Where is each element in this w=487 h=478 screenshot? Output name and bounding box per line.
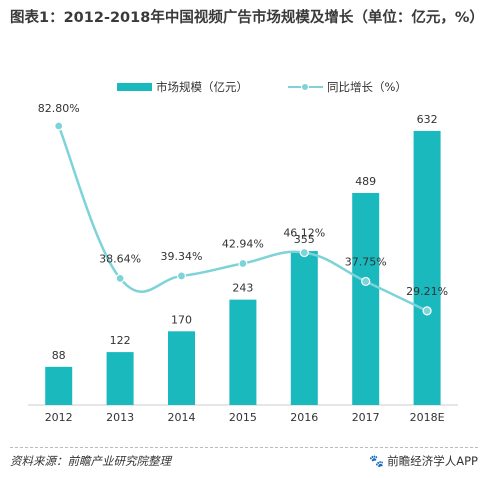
legend-line-swatch	[288, 81, 323, 93]
legend-item-bar: 市场规模（亿元）	[117, 79, 248, 95]
growth-value-label: 82.80%	[38, 102, 80, 115]
legend-item-line: 同比增长（%）	[288, 79, 407, 95]
chart-title: 图表1：2012-2018年中国视频广告市场规模及增长（单位：亿元，%）	[10, 10, 484, 26]
x-tick-label: 2014	[168, 411, 196, 424]
chart-canvas: 88 2012 122 2013 170 2014 243 2015 355 2016 489 201…	[28, 102, 458, 424]
bar-value-label: 170	[171, 313, 192, 326]
growth-point	[422, 306, 432, 316]
bar-value-label: 632	[417, 113, 438, 126]
growth-point	[176, 271, 187, 281]
x-tick-label: 2017	[352, 411, 380, 424]
growth-value-label: 29.21%	[406, 285, 448, 298]
x-tick-label: 2016	[290, 411, 318, 424]
brand-label: 前瞻经济学人APP	[387, 454, 478, 468]
growth-value-label: 39.34%	[161, 250, 203, 263]
source-note: 资料来源：前瞻产业研究院整理	[10, 454, 171, 468]
growth-value-label: 38.64%	[99, 252, 141, 265]
x-tick-label: 2013	[106, 411, 134, 424]
x-tick-label: 2018E	[410, 411, 445, 424]
bar-value-label: 243	[232, 282, 253, 295]
growth-point	[299, 247, 309, 258]
growth-point	[54, 121, 64, 131]
x-tick-label: 2015	[229, 411, 257, 424]
paw-icon: 🐾	[369, 454, 385, 468]
growth-point	[238, 258, 248, 269]
bar-value-label: 355	[294, 233, 315, 246]
bar-2013	[106, 352, 134, 405]
growth-value-label: 46.12%	[283, 227, 325, 240]
brand-credit: 🐾 前瞻经济学人APP	[369, 453, 478, 469]
growth-point	[115, 273, 125, 283]
bar-2015	[229, 299, 257, 405]
bar-2014	[168, 331, 195, 405]
bar-2018E	[413, 130, 441, 406]
bar-2017	[352, 192, 380, 405]
growth-value-label: 37.75%	[345, 255, 387, 268]
bar-value-label: 88	[52, 349, 66, 362]
bar-value-label: 122	[110, 334, 131, 347]
legend-bar-label: 市场规模（亿元）	[156, 80, 248, 94]
legend-bar-swatch	[117, 83, 152, 91]
x-tick-label: 2012	[45, 411, 73, 424]
bar-value-label: 489	[355, 175, 376, 188]
growth-point	[361, 276, 371, 287]
footer-divider	[10, 447, 478, 448]
legend-line-label: 同比增长（%）	[327, 80, 407, 94]
bar-2012	[45, 366, 73, 405]
growth-value-label: 42.94%	[222, 238, 264, 251]
bar-2016	[290, 251, 318, 405]
